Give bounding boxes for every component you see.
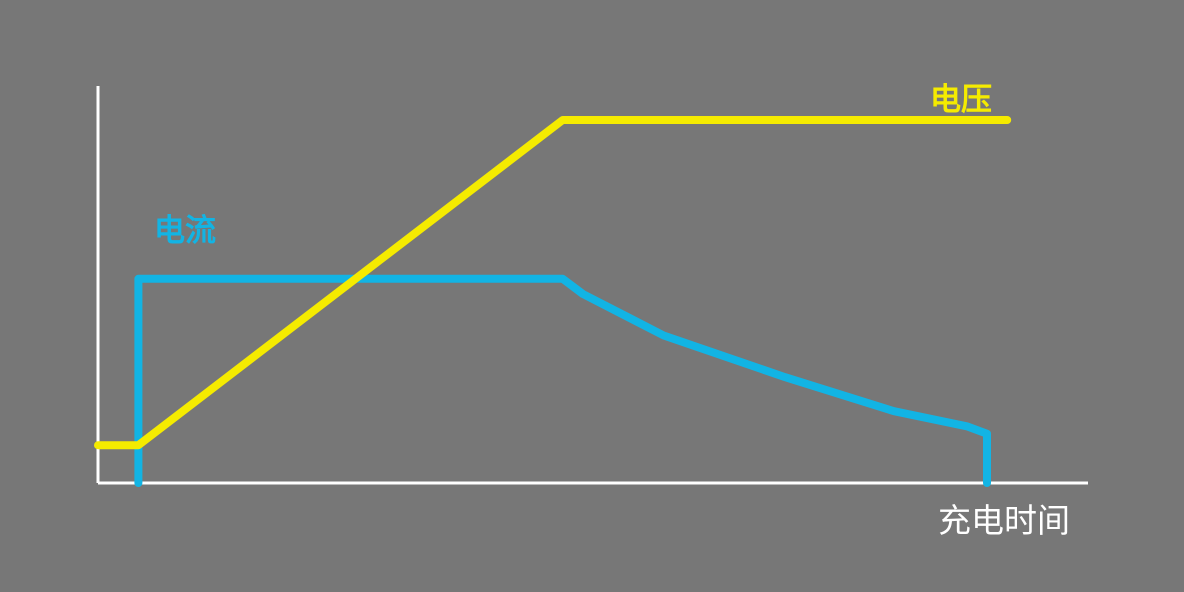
series-voltage-label: 电压 [930, 82, 992, 118]
x-axis-label: 充电时间 [938, 501, 1070, 540]
series-current-label: 电流 [154, 213, 216, 249]
series-voltage-line [94, 116, 1012, 450]
series-current-line [134, 274, 991, 487]
